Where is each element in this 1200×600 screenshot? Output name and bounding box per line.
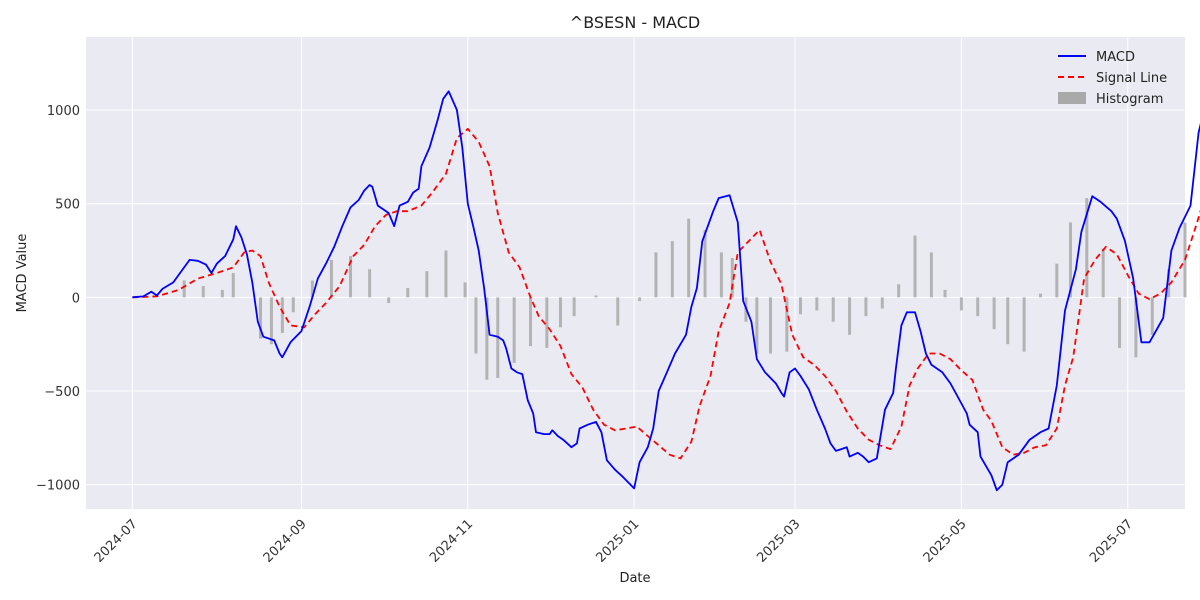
histogram-bar (798, 297, 802, 315)
histogram-bar (616, 297, 620, 326)
histogram-bar (485, 297, 489, 380)
histogram-bar (654, 252, 658, 298)
y-tick-label: 500 (55, 198, 80, 213)
histogram-bar (463, 282, 467, 298)
plot-area (86, 37, 1185, 509)
histogram-bar (387, 297, 391, 303)
histogram-bar (880, 297, 884, 309)
histogram-bar (1085, 198, 1089, 298)
histogram-bar (1068, 222, 1072, 298)
histogram-bar (406, 287, 410, 298)
histogram-bar (559, 297, 563, 328)
y-axis-title: MACD Value (15, 234, 30, 313)
histogram-bar (545, 297, 549, 348)
histogram-bar (913, 235, 917, 298)
y-tick-label: −1000 (36, 479, 80, 494)
histogram-bar (755, 297, 759, 354)
histogram-bar (259, 297, 263, 339)
y-axis-ticks: −1000 −500 0 500 1000 (36, 104, 80, 494)
histogram-bar (976, 297, 980, 317)
histogram-bar (815, 297, 819, 311)
histogram-bar (943, 289, 947, 298)
histogram-bar (1150, 297, 1154, 335)
histogram-bar (864, 297, 868, 317)
legend-label-macd: MACD (1096, 50, 1135, 65)
histogram-bar (280, 297, 284, 333)
histogram-bar (368, 269, 372, 298)
histogram-bar (329, 259, 333, 298)
histogram-bar (529, 297, 533, 347)
histogram-bar (1055, 263, 1059, 298)
legend: MACD Signal Line Histogram (1058, 50, 1167, 107)
histogram-bar (831, 297, 835, 322)
histogram-bar (349, 256, 353, 298)
histogram-bar (1167, 269, 1171, 298)
histogram-bar (594, 295, 598, 298)
histogram-bar (1134, 297, 1138, 358)
histogram-bar (231, 273, 235, 298)
chart-title: ^BSESN - MACD (570, 13, 700, 32)
histogram-bar (474, 297, 478, 354)
histogram-bar (992, 297, 996, 330)
histogram-bar (269, 297, 273, 345)
histogram-bar (182, 280, 186, 298)
histogram-bar (959, 297, 963, 311)
histogram-bar (785, 297, 789, 352)
histogram-bar (848, 297, 852, 335)
histogram-bar (1006, 297, 1010, 345)
histogram-bar (220, 289, 224, 298)
histogram-bar (897, 284, 901, 298)
histogram-bar (512, 297, 516, 363)
y-tick-label: 1000 (47, 104, 80, 119)
histogram-bar (768, 297, 772, 354)
histogram-bar (687, 218, 691, 298)
signal-line-series (132, 127, 1200, 460)
histogram-bar (730, 258, 734, 298)
histogram-bar (703, 229, 707, 298)
histogram-bar (201, 286, 205, 298)
histogram-bar (425, 271, 429, 298)
histogram-bar (719, 252, 723, 298)
legend-label-signal-line: Signal Line (1096, 71, 1167, 86)
histogram-bar (444, 250, 448, 298)
histogram-bar (572, 297, 576, 317)
legend-swatch-histogram (1058, 92, 1086, 104)
legend-label-histogram: Histogram (1096, 92, 1163, 107)
histogram-bar (638, 297, 642, 302)
gridlines (86, 37, 1185, 509)
histogram-bar (929, 252, 933, 298)
signal-line-line (132, 127, 1200, 460)
histogram-bar (310, 280, 314, 298)
histogram-bar (1118, 297, 1122, 348)
x-axis-title: Date (619, 571, 650, 586)
macd-series (132, 90, 1200, 492)
histogram-bar (1101, 248, 1105, 298)
y-tick-label: 0 (72, 291, 80, 306)
macd-line (132, 90, 1200, 492)
y-tick-label: −500 (44, 385, 80, 400)
histogram-bar (1022, 297, 1026, 352)
histogram-bar (1038, 293, 1042, 298)
histogram-bar (670, 241, 674, 298)
histogram-bar (291, 297, 295, 313)
